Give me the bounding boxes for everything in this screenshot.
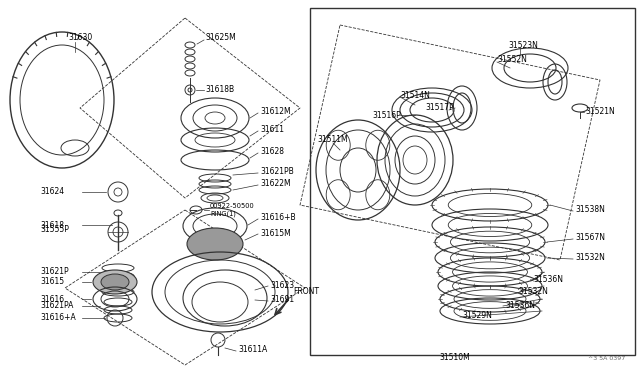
Text: 31622M: 31622M — [260, 180, 291, 189]
Text: FRONT: FRONT — [293, 288, 319, 296]
Text: 31623: 31623 — [270, 280, 294, 289]
Text: 31628: 31628 — [260, 148, 284, 157]
Text: 31510M: 31510M — [440, 353, 470, 362]
Text: 31536N: 31536N — [505, 301, 535, 310]
Text: 31552N: 31552N — [497, 55, 527, 64]
Text: 31616+B: 31616+B — [260, 214, 296, 222]
Text: 31511M: 31511M — [317, 135, 348, 144]
Text: 31555P: 31555P — [40, 225, 69, 234]
Text: 31625M: 31625M — [205, 33, 236, 42]
Text: ^3 5A 0397: ^3 5A 0397 — [588, 356, 625, 360]
Text: 31523N: 31523N — [508, 41, 538, 49]
Text: 31538N: 31538N — [575, 205, 605, 215]
Text: 31611: 31611 — [260, 125, 284, 135]
Text: 31611A: 31611A — [238, 346, 268, 355]
Ellipse shape — [93, 270, 137, 294]
Text: 31529N: 31529N — [462, 311, 492, 321]
Text: 00922-50500: 00922-50500 — [210, 203, 255, 209]
Text: 31615: 31615 — [40, 278, 64, 286]
Text: 31532N: 31532N — [518, 288, 548, 296]
Text: 31616: 31616 — [40, 295, 64, 304]
Text: 31691: 31691 — [270, 295, 294, 305]
Bar — [310, 8, 635, 355]
Text: 31624: 31624 — [40, 187, 64, 196]
Ellipse shape — [187, 228, 243, 260]
Text: 31517P: 31517P — [425, 103, 454, 112]
Ellipse shape — [101, 274, 129, 290]
Text: 31616+A: 31616+A — [40, 314, 76, 323]
Text: 31521N: 31521N — [585, 108, 615, 116]
Text: 31536N: 31536N — [533, 276, 563, 285]
Text: 31618: 31618 — [40, 221, 64, 230]
Text: 31567N: 31567N — [575, 234, 605, 243]
Text: 31630: 31630 — [68, 33, 92, 42]
Text: 31621PA: 31621PA — [40, 301, 74, 311]
Text: 31615M: 31615M — [260, 228, 291, 237]
Text: 31514N: 31514N — [400, 90, 430, 99]
Text: 31532N: 31532N — [575, 253, 605, 263]
Text: 31621PB: 31621PB — [260, 167, 294, 176]
Text: 31621P: 31621P — [40, 267, 68, 276]
Text: RING(1): RING(1) — [210, 211, 236, 217]
Text: 31516P: 31516P — [372, 110, 401, 119]
Text: 31618B: 31618B — [205, 86, 234, 94]
Text: 31612M: 31612M — [260, 108, 291, 116]
